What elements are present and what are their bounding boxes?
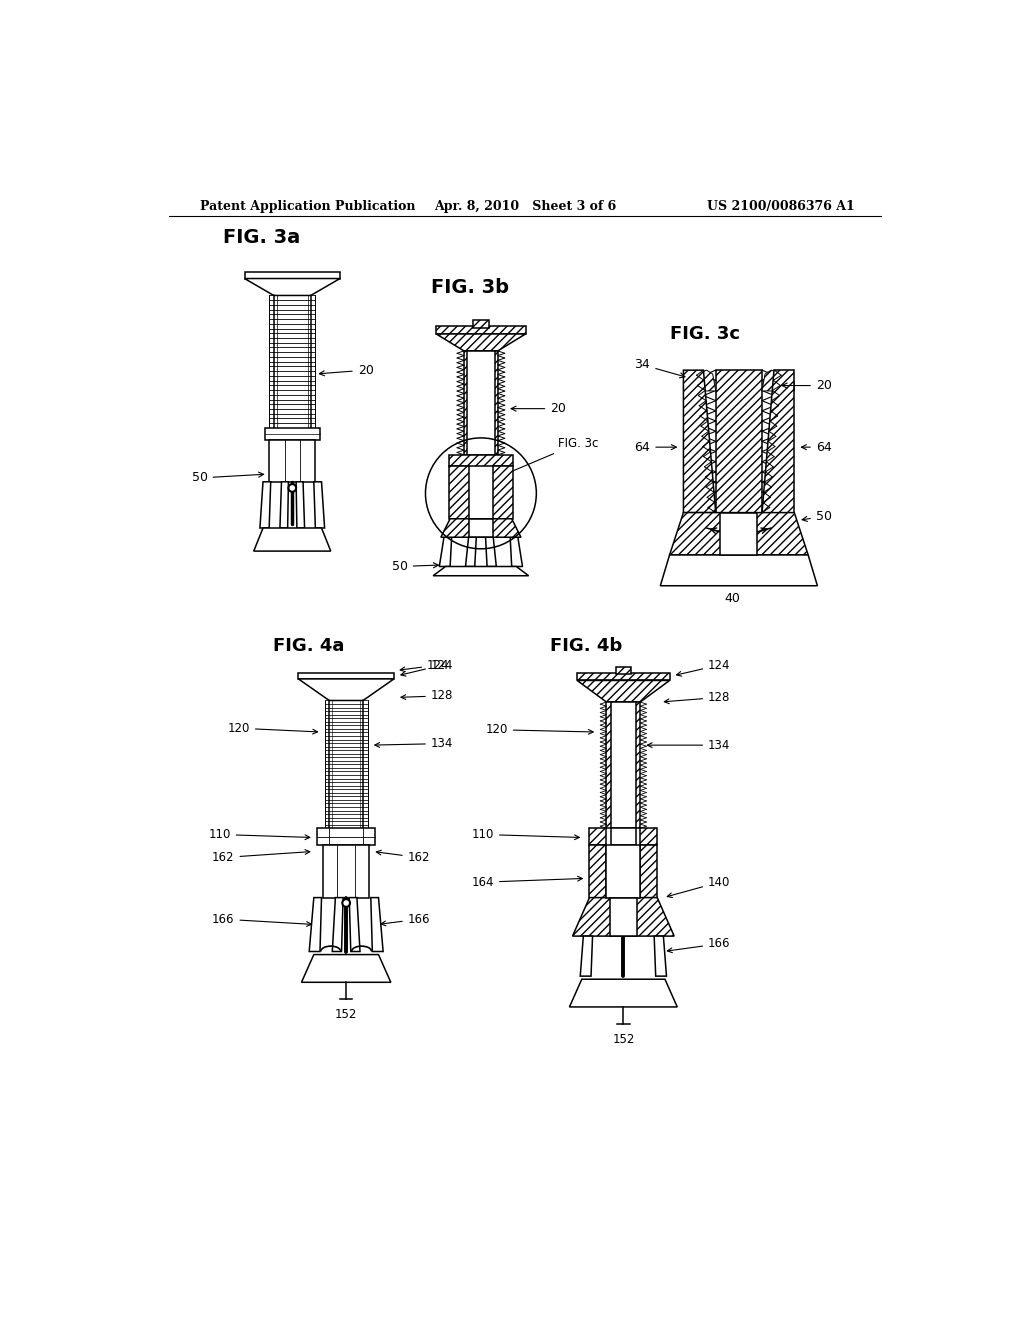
- Polygon shape: [581, 936, 593, 977]
- Polygon shape: [569, 979, 677, 1007]
- Polygon shape: [298, 678, 394, 701]
- Bar: [464, 351, 498, 455]
- Text: 166: 166: [668, 937, 730, 953]
- Text: 134: 134: [647, 739, 730, 751]
- Polygon shape: [349, 898, 360, 952]
- Bar: [269, 441, 315, 482]
- Text: 50: 50: [802, 510, 831, 523]
- Text: 128: 128: [665, 690, 730, 704]
- Polygon shape: [436, 326, 525, 334]
- Text: Apr. 8, 2010   Sheet 3 of 6: Apr. 8, 2010 Sheet 3 of 6: [434, 199, 615, 213]
- Text: Patent Application Publication: Patent Application Publication: [200, 199, 416, 213]
- Polygon shape: [441, 519, 521, 537]
- Polygon shape: [640, 845, 657, 898]
- Polygon shape: [660, 554, 817, 586]
- Bar: [606, 702, 640, 829]
- Bar: [323, 845, 370, 898]
- Bar: [245, 272, 340, 279]
- Polygon shape: [313, 482, 325, 528]
- Bar: [720, 512, 758, 554]
- Polygon shape: [245, 279, 340, 296]
- Text: 134: 134: [375, 737, 454, 750]
- Bar: [469, 519, 494, 537]
- Text: 50: 50: [392, 560, 438, 573]
- Polygon shape: [578, 673, 670, 681]
- Bar: [615, 667, 631, 675]
- Text: 128: 128: [401, 689, 454, 702]
- Bar: [316, 829, 376, 845]
- Text: 120: 120: [227, 722, 317, 735]
- Text: 40: 40: [725, 591, 740, 605]
- Text: 124: 124: [677, 659, 730, 676]
- Polygon shape: [466, 537, 476, 566]
- Polygon shape: [590, 845, 606, 898]
- Polygon shape: [572, 898, 674, 936]
- Bar: [473, 321, 488, 327]
- Polygon shape: [683, 370, 716, 391]
- Text: FIG. 3a: FIG. 3a: [223, 228, 300, 247]
- Bar: [264, 428, 319, 441]
- Text: 162: 162: [212, 850, 310, 865]
- Polygon shape: [260, 482, 270, 528]
- Text: 20: 20: [319, 363, 374, 376]
- Text: FIG. 3b: FIG. 3b: [431, 279, 509, 297]
- Polygon shape: [296, 482, 304, 528]
- Bar: [611, 829, 636, 845]
- Bar: [467, 351, 495, 455]
- Polygon shape: [433, 566, 528, 576]
- Text: 64: 64: [802, 441, 831, 454]
- Polygon shape: [439, 537, 452, 566]
- Text: 152: 152: [335, 1008, 357, 1022]
- Text: 164: 164: [471, 875, 583, 888]
- Text: 110: 110: [472, 828, 580, 841]
- Circle shape: [289, 484, 296, 492]
- Text: 152: 152: [612, 1032, 635, 1045]
- Polygon shape: [510, 537, 522, 566]
- Polygon shape: [762, 370, 795, 512]
- Bar: [609, 898, 637, 936]
- Bar: [611, 702, 636, 829]
- Text: 124: 124: [400, 659, 450, 672]
- Text: 140: 140: [668, 875, 730, 898]
- Text: 20: 20: [511, 403, 566, 416]
- Polygon shape: [254, 528, 331, 552]
- Polygon shape: [371, 898, 383, 952]
- Text: FIG. 3c: FIG. 3c: [500, 437, 598, 477]
- Text: 162: 162: [377, 850, 430, 865]
- Text: 166: 166: [212, 912, 311, 927]
- Text: 34: 34: [635, 358, 685, 378]
- Text: 50: 50: [191, 471, 263, 484]
- Polygon shape: [449, 466, 469, 519]
- Polygon shape: [654, 936, 667, 977]
- Text: 64: 64: [635, 441, 676, 454]
- Polygon shape: [590, 829, 606, 845]
- Bar: [606, 845, 640, 898]
- Polygon shape: [449, 455, 513, 466]
- Polygon shape: [670, 512, 808, 554]
- Text: FIG. 3c: FIG. 3c: [670, 325, 739, 343]
- Polygon shape: [309, 898, 322, 952]
- Text: FIG. 4a: FIG. 4a: [273, 638, 344, 655]
- Text: FIG. 4b: FIG. 4b: [550, 638, 623, 655]
- Text: 20: 20: [782, 379, 831, 392]
- Polygon shape: [640, 829, 657, 845]
- Text: 110: 110: [208, 828, 310, 841]
- Polygon shape: [333, 898, 343, 952]
- Text: 120: 120: [485, 723, 593, 737]
- Bar: [298, 673, 394, 678]
- Polygon shape: [762, 370, 795, 391]
- Circle shape: [342, 899, 350, 907]
- Polygon shape: [485, 537, 497, 566]
- Polygon shape: [436, 334, 525, 351]
- Polygon shape: [716, 370, 762, 512]
- Text: 124: 124: [400, 659, 454, 676]
- Polygon shape: [280, 482, 289, 528]
- Text: 166: 166: [381, 912, 430, 925]
- Text: US 2100/0086376 A1: US 2100/0086376 A1: [707, 199, 854, 213]
- Polygon shape: [494, 466, 513, 519]
- Polygon shape: [578, 681, 670, 702]
- Polygon shape: [683, 370, 716, 512]
- Polygon shape: [301, 954, 391, 982]
